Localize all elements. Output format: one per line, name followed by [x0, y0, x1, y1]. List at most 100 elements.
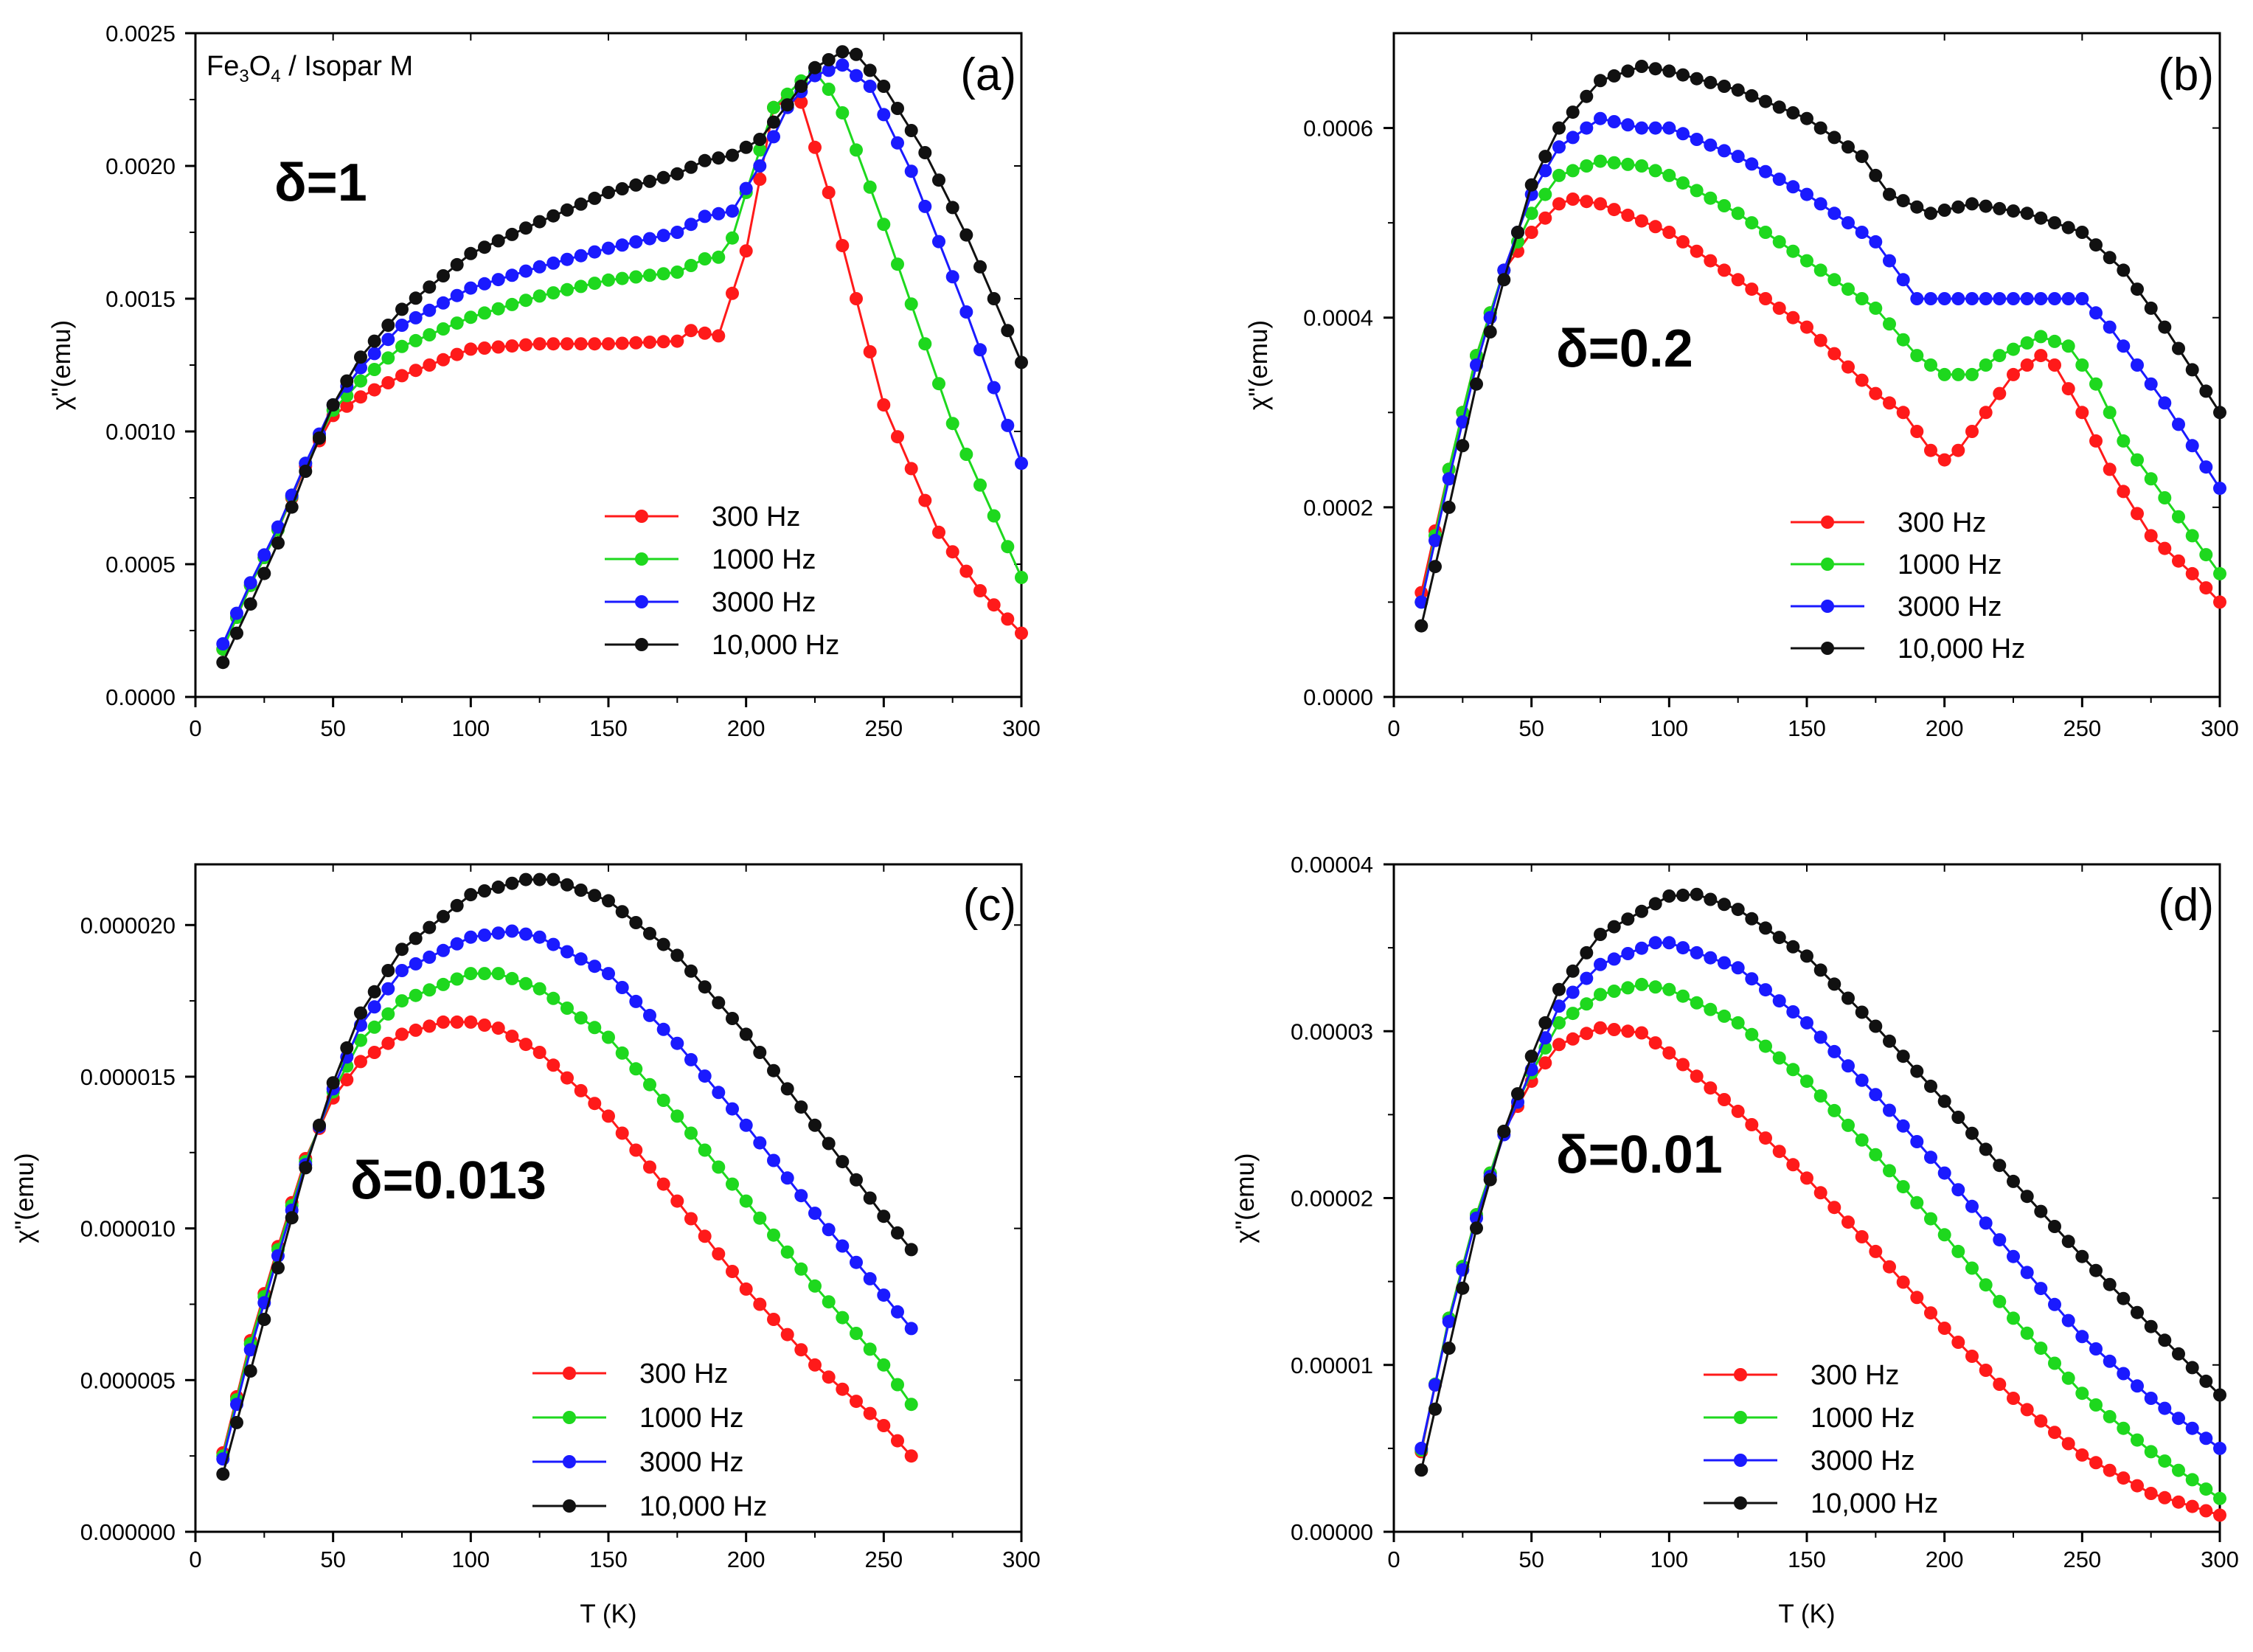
- delta-label: δ=1: [274, 153, 367, 212]
- data-point: [987, 292, 1001, 305]
- data-point: [850, 1255, 863, 1269]
- sample-label-part: / Isopar M: [281, 51, 414, 82]
- data-point: [2089, 1456, 2103, 1470]
- data-point: [2185, 1473, 2199, 1487]
- data-point: [1937, 1228, 1951, 1242]
- data-point: [2199, 1504, 2213, 1518]
- data-point: [588, 191, 602, 205]
- data-point: [643, 232, 656, 246]
- data-point: [395, 943, 409, 957]
- data-point: [1704, 1002, 1718, 1016]
- chart-panel-b: 0 50 100 150 200 250 300 0.0000 0.0002 0.0004 0.00…: [1244, 32, 2239, 741]
- data-point: [1841, 991, 1855, 1005]
- data-point: [2075, 292, 2089, 305]
- data-point: [1800, 1016, 1813, 1030]
- data-point: [2075, 1386, 2089, 1401]
- data-point: [1937, 204, 1951, 217]
- data-point: [1690, 996, 1704, 1010]
- data-point: [2103, 251, 2117, 265]
- data-point: [450, 898, 464, 912]
- data-point: [1979, 358, 1993, 372]
- data-point: [877, 1419, 891, 1432]
- legend-label: 300 Hz: [1811, 1360, 1899, 1391]
- data-point: [602, 1030, 615, 1044]
- data-point: [464, 930, 478, 944]
- data-point: [1993, 1378, 2007, 1391]
- sample-label: Fe3O4 / Isopar M: [206, 51, 413, 86]
- data-point: [767, 115, 780, 129]
- data-point: [1759, 94, 1772, 108]
- data-point: [959, 564, 973, 578]
- data-point: [1566, 105, 1580, 119]
- data-point: [726, 148, 739, 162]
- data-point: [904, 164, 918, 178]
- data-point: [1841, 1059, 1855, 1073]
- data-point: [1965, 1199, 1979, 1213]
- data-point: [2131, 1433, 2144, 1447]
- data-point: [2144, 1392, 2158, 1405]
- data-point: [1621, 208, 1635, 222]
- data-point: [423, 358, 437, 372]
- data-point: [1924, 443, 1937, 457]
- data-point: [1648, 62, 1662, 76]
- data-point: [1883, 1103, 1896, 1117]
- data-point: [891, 1226, 904, 1240]
- data-point: [629, 178, 643, 192]
- data-point: [395, 302, 409, 316]
- data-point: [437, 322, 450, 336]
- data-point: [629, 916, 643, 929]
- sample-label-subscript: 3: [239, 66, 249, 86]
- data-point: [2117, 485, 2131, 499]
- data-point: [1511, 1087, 1524, 1101]
- x-tick-label: 250: [2063, 1547, 2101, 1572]
- data-point: [1731, 273, 1745, 287]
- data-point: [918, 493, 932, 507]
- data-point: [643, 336, 656, 349]
- data-point: [450, 288, 464, 302]
- data-point: [1993, 201, 2007, 215]
- data-point: [1937, 453, 1951, 467]
- data-point: [670, 167, 684, 181]
- data-point: [1924, 1306, 1937, 1320]
- data-point: [1827, 1201, 1841, 1215]
- data-point: [2158, 1401, 2172, 1415]
- data-point: [1607, 952, 1621, 966]
- y-tick-label: 0.000005: [80, 1367, 176, 1393]
- data-point: [684, 964, 698, 978]
- data-point: [271, 520, 285, 534]
- data-point: [409, 310, 423, 324]
- data-point: [1442, 1314, 1456, 1328]
- data-point: [2199, 1482, 2213, 1496]
- legend-marker: [563, 1367, 576, 1380]
- x-tick-label: 200: [1926, 1547, 1964, 1572]
- data-point: [588, 277, 602, 291]
- data-point: [2061, 382, 2075, 396]
- data-point: [409, 291, 423, 305]
- data-point: [2172, 1412, 2185, 1426]
- data-point: [243, 576, 257, 590]
- y-axis-title: χ"(emu): [10, 1153, 39, 1243]
- x-axis-title: T (K): [580, 1600, 636, 1628]
- data-point: [1937, 1094, 1951, 1108]
- data-point: [1470, 377, 1483, 391]
- data-point: [1456, 415, 1470, 429]
- data-point: [850, 69, 863, 83]
- data-point: [1428, 533, 1442, 547]
- data-point: [326, 398, 340, 412]
- data-point: [1896, 406, 1910, 420]
- data-point: [1979, 406, 1993, 420]
- data-point: [1718, 1009, 1731, 1023]
- data-point: [2048, 1297, 2061, 1311]
- data-point: [918, 146, 932, 159]
- data-point: [1979, 1364, 1993, 1377]
- data-point: [1869, 168, 1883, 182]
- data-point: [1786, 106, 1800, 119]
- x-tick-label: 100: [1650, 715, 1688, 741]
- data-point: [987, 598, 1001, 612]
- data-point: [850, 1395, 863, 1409]
- data-point: [464, 281, 478, 295]
- data-point: [560, 878, 574, 892]
- data-point: [863, 180, 877, 194]
- data-point: [780, 98, 794, 112]
